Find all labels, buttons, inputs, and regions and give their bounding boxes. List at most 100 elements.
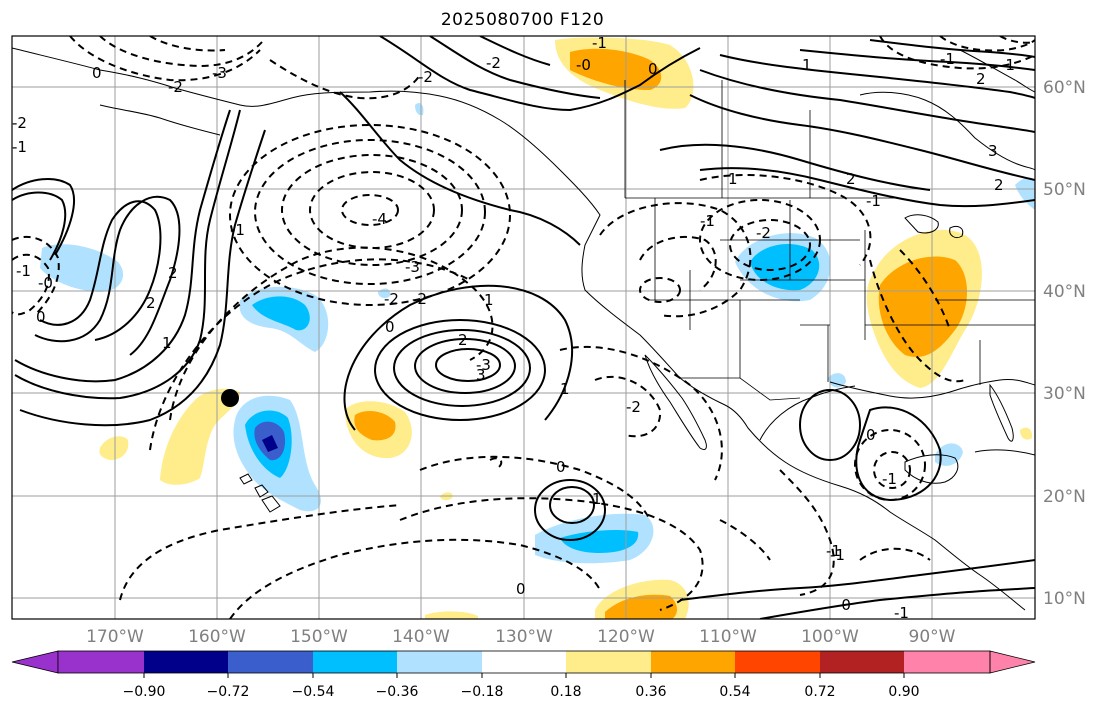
anomaly-area: [160, 388, 240, 485]
contour-label: 1: [560, 380, 570, 398]
anomaly-area: [560, 530, 639, 553]
colorbar-tick-label: 0.90: [888, 684, 919, 700]
contour-lines: [12, 36, 1035, 619]
contour-label: 2: [976, 70, 986, 88]
anomaly-area: [40, 244, 124, 293]
contour-label: -1: [882, 470, 897, 488]
anomaly-area: [252, 296, 310, 331]
contour-label: 3: [476, 366, 486, 384]
contour-label: -2: [626, 398, 641, 416]
longitude-labels: 170°W 160°W 150°W 140°W 130°W 120°W 110°…: [86, 627, 956, 647]
contour-label: 0: [92, 64, 102, 82]
colorbar-segment: [820, 651, 904, 673]
colorbar-tick-label: −0.72: [207, 684, 250, 700]
colorbar-segment: [735, 651, 820, 673]
contour-label: 1: [728, 170, 738, 188]
anomaly-area: [1020, 427, 1033, 440]
anomaly-area: [828, 373, 846, 388]
lat-label: 50°N: [1043, 180, 1086, 200]
colorbar-tick-label: 0.36: [635, 684, 666, 700]
colorbar-segment: [397, 651, 482, 673]
colorbar-segment: [313, 651, 397, 673]
contour-label: -0: [836, 596, 851, 614]
anomaly-area: [354, 410, 396, 441]
anomaly-area: [605, 594, 677, 619]
contour-label: -0: [576, 56, 591, 74]
contour-label: -1: [866, 192, 881, 210]
colorbar-tick-label: −0.54: [292, 684, 335, 700]
lon-label: 160°W: [188, 627, 246, 647]
anomaly-area: [1015, 177, 1035, 210]
colorbar-tick-label: 0.54: [719, 684, 750, 700]
contour-label: -3: [476, 356, 491, 374]
contour-label: -1: [16, 262, 31, 280]
lon-label: 170°W: [86, 627, 144, 647]
contour-label: -3: [212, 64, 227, 82]
contour-label: 3: [988, 142, 998, 160]
contour-label: 0: [866, 426, 876, 444]
contour-label: 0: [648, 60, 658, 78]
contour-label: -1: [826, 542, 841, 560]
colorbar-ticks: [143, 673, 905, 678]
lat-label: 40°N: [1043, 282, 1086, 302]
lat-label: 20°N: [1043, 487, 1086, 507]
contour-label: -1: [830, 546, 845, 564]
colorbar-tick-label: 0.72: [804, 684, 835, 700]
lon-label: 130°W: [495, 627, 553, 647]
anomaly-area: [425, 611, 478, 619]
contour-label: 0: [385, 318, 395, 336]
colorbar-segment: [904, 651, 990, 673]
anomaly-area: [99, 436, 129, 460]
contour-label: -2: [756, 224, 771, 242]
contour-label: 0: [556, 458, 566, 476]
anomaly-area: [570, 48, 662, 90]
map-title: 2025080700 F120: [440, 10, 605, 30]
contour-label: -2: [412, 290, 427, 308]
colorbar-tick-label: −0.18: [461, 684, 504, 700]
colorbar-over-arrow: [989, 650, 1036, 674]
anomaly-area: [262, 435, 278, 452]
contour-label: -2: [12, 114, 27, 132]
contour-label: -1: [894, 604, 909, 622]
contour-label: -1: [700, 212, 715, 230]
colorbar-segment: [58, 651, 144, 673]
contour-label: -2: [168, 78, 183, 96]
contour-label: -4: [372, 210, 387, 228]
lon-label: 120°W: [597, 627, 655, 647]
anomaly-area: [750, 243, 820, 291]
colorbar-frame: [57, 650, 991, 674]
lon-label: 90°W: [909, 627, 956, 647]
colorbar-tick-label: 0.18: [550, 684, 581, 700]
contour-labels: -3 -2 -1 0 -4 -3 -2 -2 0 -1 -1 2 1 2 -1 …: [12, 34, 1015, 622]
circle-marker: [221, 389, 239, 407]
contour-label: -3: [405, 258, 420, 276]
colorbar-segment: [482, 651, 566, 673]
colorbar-tick-label: −0.36: [376, 684, 419, 700]
contour-label: -1: [592, 34, 607, 52]
lon-label: 140°W: [392, 627, 450, 647]
contour-label: 2: [146, 294, 156, 312]
colorbar-segment: [566, 651, 651, 673]
contour-label: -1: [1000, 56, 1015, 74]
contour-label: -2: [486, 54, 501, 72]
lat-label: 30°N: [1043, 384, 1086, 404]
colorbar-under-arrow: [11, 650, 59, 674]
contour-label: -2: [418, 68, 433, 86]
latitude-labels: 60°N 50°N 40°N 30°N 20°N 10°N: [1043, 78, 1086, 609]
contour-label: -1: [12, 138, 27, 156]
colorbar-segment: [144, 651, 228, 673]
contour-label: -1: [940, 50, 955, 68]
contour-label: 0: [36, 308, 46, 326]
colorbar: −0.90 −0.72 −0.54 −0.36 −0.18 0.18 0.36 …: [11, 650, 1036, 700]
lon-label: 110°W: [699, 627, 757, 647]
contour-label: -1: [230, 221, 245, 239]
contour-label: 1: [802, 56, 812, 74]
contour-label: 1: [162, 334, 172, 352]
contour-label: 2: [168, 264, 178, 282]
anomaly-area: [878, 256, 968, 358]
map-panel: -3 -2 -1 0 -4 -3 -2 -2 0 -1 -1 2 1 2 -1 …: [12, 34, 1035, 622]
contour-label: 1: [484, 291, 494, 309]
contour-label: -2: [384, 290, 399, 308]
colorbar-segment: [228, 651, 313, 673]
